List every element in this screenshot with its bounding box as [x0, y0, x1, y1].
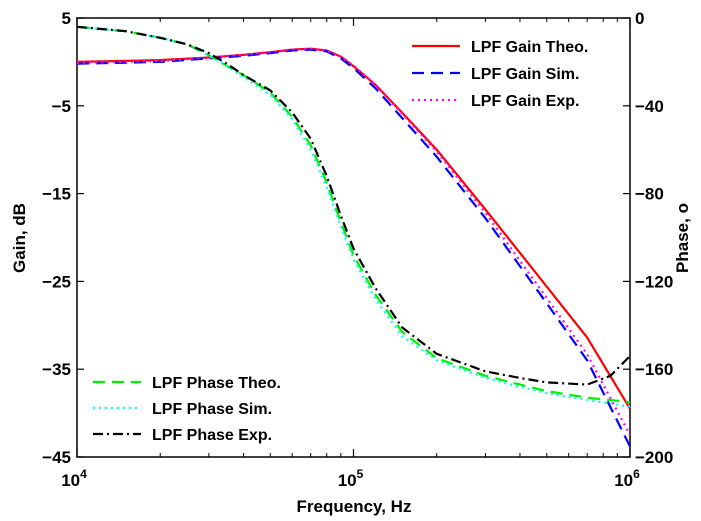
series-lines	[76, 25, 631, 447]
axes: 5 −5 −15 −25 −35 −45 0 −40 −80 −120 −160 −200 104 105…	[42, 9, 673, 490]
y2-tick-label: −80	[635, 185, 664, 204]
x-tick-label: 104	[61, 467, 87, 490]
series-line-2	[76, 48, 631, 447]
y-tick-label: −5	[52, 97, 71, 116]
y2-tick-label: −200	[635, 448, 673, 467]
y2-tick-label: 0	[635, 9, 644, 28]
legends: LPF Gain Theo. LPF Gain Sim. LPF Gain Exp.…	[93, 39, 588, 444]
legend-label: LPF Phase Theo.	[152, 375, 281, 392]
y-axis-label: Gain, dB	[10, 203, 29, 273]
x-axis-label: Frequency, Hz	[297, 497, 412, 516]
series-line-3	[76, 47, 631, 436]
y-tick-label: −35	[42, 360, 71, 379]
y-tick-label: −45	[42, 448, 71, 467]
y2-axis-label: Phase, o	[673, 203, 692, 273]
series-line-5	[76, 25, 631, 408]
y-tick-label: 5	[62, 9, 71, 28]
legend-label: LPF Phase Sim.	[152, 401, 272, 418]
y2-tick-label: −160	[635, 360, 673, 379]
y2-tick-label: −120	[635, 272, 673, 291]
series-line-4	[76, 25, 631, 404]
y-tick-label: −25	[42, 272, 71, 291]
y-tick-label: −15	[42, 185, 71, 204]
legend-label: LPF Phase Exp.	[152, 427, 272, 444]
legend-label: LPF Gain Theo.	[471, 39, 588, 56]
series-line-6	[76, 25, 631, 386]
legend-label: LPF Gain Sim.	[471, 66, 579, 83]
y2-tick-label: −40	[635, 97, 664, 116]
x-tick-label: 105	[338, 467, 364, 490]
legend-label: LPF Gain Exp.	[471, 93, 579, 110]
x-tick-label: 106	[614, 467, 640, 490]
